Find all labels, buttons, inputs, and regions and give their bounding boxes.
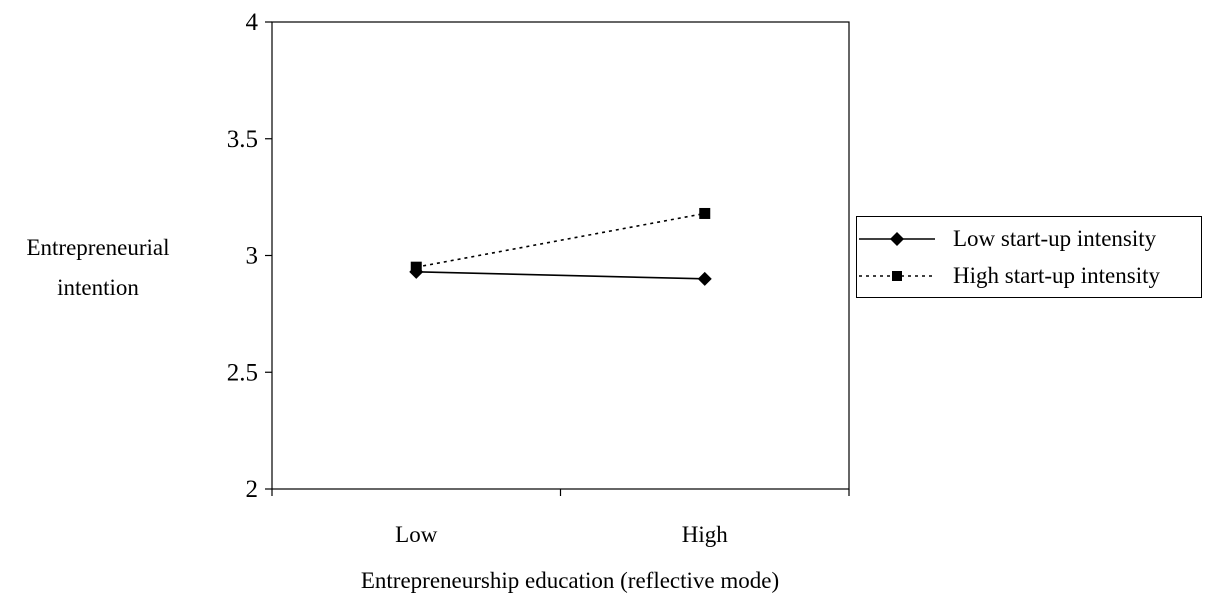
x-tick-label: Low bbox=[395, 522, 438, 547]
y-axis-label-line-2: intention bbox=[57, 275, 139, 300]
y-axis-label: Entrepreneurial intention bbox=[0, 228, 196, 308]
data-point-diamond bbox=[697, 271, 712, 286]
x-axis-label: Entrepreneurship education (reflective m… bbox=[360, 568, 780, 593]
series-line bbox=[416, 212, 705, 268]
x-tick-label: High bbox=[682, 522, 729, 547]
y-tick-label: 2.5 bbox=[227, 359, 258, 386]
y-tick-label: 4 bbox=[246, 9, 259, 36]
legend: Low start-up intensity High start-up int… bbox=[856, 216, 1202, 298]
legend-item-high-start-up-intensity: High start-up intensity bbox=[857, 258, 1201, 294]
plot-frame bbox=[271, 21, 850, 490]
plot-area: 2 2.5 3 3.5 4 Low High bbox=[227, 9, 850, 547]
legend-item-low-start-up-intensity: Low start-up intensity bbox=[857, 221, 1201, 257]
legend-swatch-dotted-square bbox=[859, 271, 935, 281]
legend-label: Low start-up intensity bbox=[953, 226, 1157, 251]
y-axis-label-line-1: Entrepreneurial bbox=[26, 235, 170, 260]
y-tick-label: 3 bbox=[246, 243, 259, 270]
data-point-square bbox=[410, 261, 422, 273]
y-tick-label: 3.5 bbox=[227, 126, 258, 153]
legend-swatch-solid-diamond bbox=[859, 232, 935, 246]
legend-label: High start-up intensity bbox=[953, 263, 1160, 288]
series-line bbox=[416, 271, 705, 280]
y-tick-label: 2 bbox=[246, 476, 259, 503]
data-point-square bbox=[699, 207, 711, 219]
